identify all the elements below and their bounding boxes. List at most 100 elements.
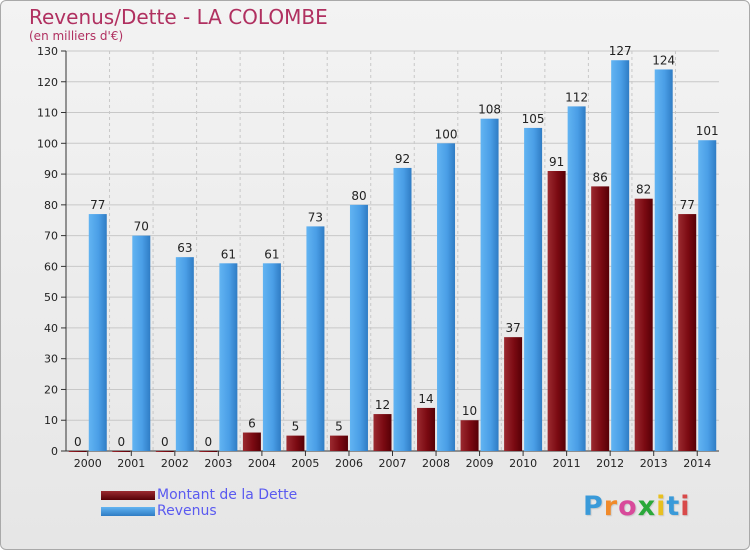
y-tick-label: 50 bbox=[44, 291, 58, 304]
y-tick-label: 130 bbox=[37, 45, 58, 58]
bar-debt bbox=[199, 451, 218, 452]
data-label-revenue: 105 bbox=[522, 112, 545, 126]
logo-letter: i bbox=[656, 491, 667, 522]
data-label-debt: 82 bbox=[636, 183, 651, 197]
y-tick-label: 40 bbox=[44, 322, 58, 335]
data-label-debt: 0 bbox=[117, 435, 125, 449]
bar-revenue bbox=[306, 226, 325, 451]
bar-debt bbox=[678, 214, 697, 451]
bar-revenue bbox=[349, 204, 368, 451]
logo-letter: o bbox=[618, 491, 638, 522]
data-label-revenue: 63 bbox=[177, 241, 192, 255]
data-label-debt: 5 bbox=[335, 420, 343, 434]
data-label-revenue: 73 bbox=[308, 210, 323, 224]
bar-revenue bbox=[654, 69, 673, 451]
data-label-revenue: 61 bbox=[221, 247, 236, 261]
y-tick-label: 90 bbox=[44, 168, 58, 181]
data-label-revenue: 80 bbox=[351, 189, 366, 203]
legend-item-debt: Montant de la Dette bbox=[101, 487, 297, 503]
x-tick-label: 2003 bbox=[204, 457, 232, 470]
x-tick-label: 2014 bbox=[683, 457, 711, 470]
y-tick-label: 30 bbox=[44, 353, 58, 366]
logo-letter: i bbox=[680, 491, 691, 522]
data-label-debt: 77 bbox=[680, 198, 695, 212]
grid-layer bbox=[66, 50, 719, 451]
legend: Montant de la Dette Revenus bbox=[101, 487, 297, 519]
bar-revenue bbox=[524, 127, 543, 451]
bar-debt bbox=[547, 171, 566, 451]
data-label-revenue: 100 bbox=[435, 127, 458, 141]
logo-letter: P bbox=[583, 491, 604, 522]
legend-label-debt: Montant de la Dette bbox=[157, 487, 298, 503]
y-tick-label: 60 bbox=[44, 260, 58, 273]
data-label-debt: 10 bbox=[462, 404, 477, 418]
legend-item-revenue: Revenus bbox=[101, 503, 297, 519]
bar-revenue bbox=[262, 263, 281, 451]
bar-revenue bbox=[698, 140, 717, 451]
bar-revenue bbox=[611, 60, 630, 451]
bar-debt bbox=[460, 420, 479, 451]
y-tick-label: 100 bbox=[37, 137, 58, 150]
logo-letter: x bbox=[637, 491, 657, 522]
x-tick-label: 2011 bbox=[553, 457, 581, 470]
data-label-debt: 86 bbox=[593, 170, 608, 184]
y-tick-label: 80 bbox=[44, 199, 58, 212]
x-tick-label: 2005 bbox=[291, 457, 319, 470]
data-label-revenue: 92 bbox=[395, 152, 410, 166]
x-tick-label: 2013 bbox=[640, 457, 668, 470]
y-tick-label: 110 bbox=[37, 107, 58, 120]
x-tick-label: 2012 bbox=[596, 457, 624, 470]
y-tick-label: 70 bbox=[44, 230, 58, 243]
data-label-revenue: 101 bbox=[696, 124, 719, 138]
data-label-revenue: 108 bbox=[478, 103, 501, 117]
data-label-debt: 91 bbox=[549, 155, 564, 169]
x-tick-label: 2009 bbox=[466, 457, 494, 470]
x-tick-label: 2000 bbox=[74, 457, 102, 470]
bar-debt bbox=[373, 414, 392, 451]
x-tick-label: 2006 bbox=[335, 457, 363, 470]
x-tick-label: 2007 bbox=[379, 457, 407, 470]
chart-title: Revenus/Dette - LA COLOMBE bbox=[29, 5, 328, 29]
legend-swatch-debt bbox=[101, 490, 155, 500]
data-label-debt: 0 bbox=[161, 435, 169, 449]
bar-revenue bbox=[393, 167, 412, 451]
data-label-revenue: 77 bbox=[90, 198, 105, 212]
logo-letter: r bbox=[603, 491, 619, 522]
bar-revenue bbox=[132, 235, 151, 451]
bar-debt bbox=[155, 451, 174, 452]
y-tick-label: 20 bbox=[44, 383, 58, 396]
x-tick-label: 2008 bbox=[422, 457, 450, 470]
data-label-debt: 0 bbox=[205, 435, 213, 449]
x-tick-label: 2001 bbox=[117, 457, 145, 470]
bars-layer bbox=[68, 60, 717, 452]
bar-revenue bbox=[567, 106, 586, 451]
data-label-revenue: 124 bbox=[652, 53, 675, 67]
data-label-debt: 37 bbox=[505, 321, 520, 335]
bar-debt bbox=[242, 432, 261, 451]
bar-revenue bbox=[219, 263, 238, 451]
bar-revenue bbox=[480, 118, 499, 451]
bar-debt bbox=[504, 337, 523, 451]
bar-debt bbox=[329, 435, 348, 451]
logo-letter: t bbox=[666, 491, 681, 522]
legend-swatch-revenue bbox=[101, 506, 155, 516]
bar-debt bbox=[591, 186, 610, 451]
y-tick-label: 10 bbox=[44, 414, 58, 427]
x-tick-label: 2004 bbox=[248, 457, 276, 470]
legend-label-revenue: Revenus bbox=[157, 503, 217, 519]
y-tick-label: 120 bbox=[37, 76, 58, 89]
bar-debt bbox=[417, 407, 436, 451]
data-label-revenue: 112 bbox=[565, 90, 588, 104]
bar-debt bbox=[112, 451, 131, 452]
data-label-debt: 0 bbox=[74, 435, 82, 449]
data-label-debt: 6 bbox=[248, 417, 256, 431]
data-label-debt: 14 bbox=[418, 392, 433, 406]
data-label-debt: 12 bbox=[375, 398, 390, 412]
bar-debt bbox=[634, 198, 653, 451]
bar-debt bbox=[286, 435, 305, 451]
data-label-revenue: 61 bbox=[264, 247, 279, 261]
data-label-revenue: 70 bbox=[134, 220, 149, 234]
